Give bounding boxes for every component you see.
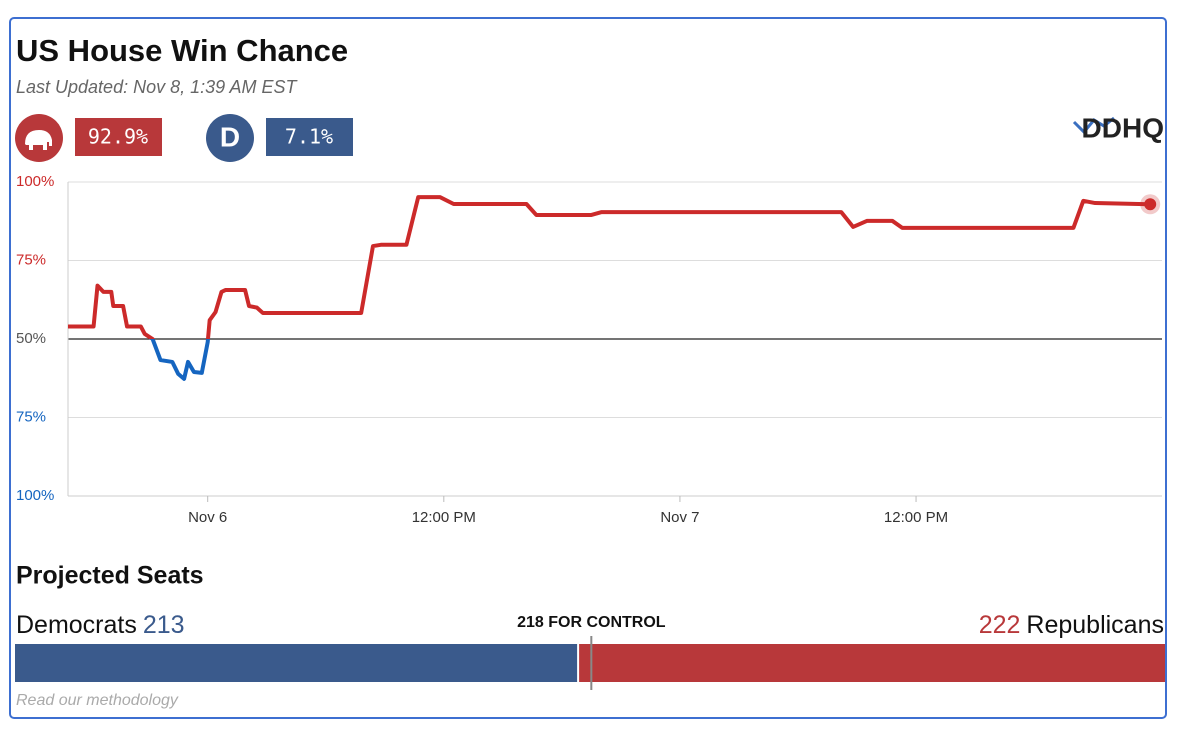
- dem-badge: [266, 118, 353, 156]
- dem-seat-bar: [15, 644, 579, 682]
- rep-badge: [75, 118, 162, 156]
- y-tick-label: 100%: [16, 487, 54, 504]
- subtitle: Last Updated: Nov 8, 1:39 AM EST: [16, 77, 298, 97]
- x-tick-label: Nov 6: [188, 509, 227, 526]
- title: US House Win Chance: [16, 33, 348, 68]
- rep-icon: [15, 114, 63, 162]
- seats-title: Projected Seats: [16, 562, 204, 590]
- frame: [9, 17, 1167, 719]
- dem-seats: 213: [143, 611, 185, 639]
- logo: DDHQ: [1082, 112, 1164, 143]
- dem-icon-letter: D: [220, 121, 240, 152]
- control-label: 218 FOR CONTROL: [517, 614, 666, 631]
- x-tick-label: 12:00 PM: [884, 509, 948, 526]
- dem-seats-label: Democrats 213: [16, 611, 185, 639]
- line-above: [68, 195, 1151, 339]
- dem-icon: [206, 114, 254, 162]
- rep-seats-label: 222 Republicans: [979, 611, 1164, 639]
- methodology-link[interactable]: Read our methodology: [16, 692, 179, 709]
- end-point: [1144, 198, 1157, 211]
- x-tick-label: 12:00 PM: [412, 509, 476, 526]
- y-tick-label: 50%: [16, 330, 46, 347]
- rep-seat-bar: [578, 644, 1165, 682]
- dem-chance: 7.1%: [285, 125, 333, 149]
- logo-mark: [1072, 116, 1115, 135]
- rep-name: Republicans: [1026, 611, 1164, 639]
- y-tick-label: 100%: [16, 173, 54, 190]
- dem-name: Democrats: [16, 611, 137, 639]
- y-tick-label: 75%: [16, 251, 46, 268]
- x-tick-label: Nov 7: [660, 509, 699, 526]
- rep-chance: 92.9%: [88, 125, 148, 149]
- y-tick-label: 75%: [16, 408, 46, 425]
- rep-seats: 222: [979, 611, 1021, 639]
